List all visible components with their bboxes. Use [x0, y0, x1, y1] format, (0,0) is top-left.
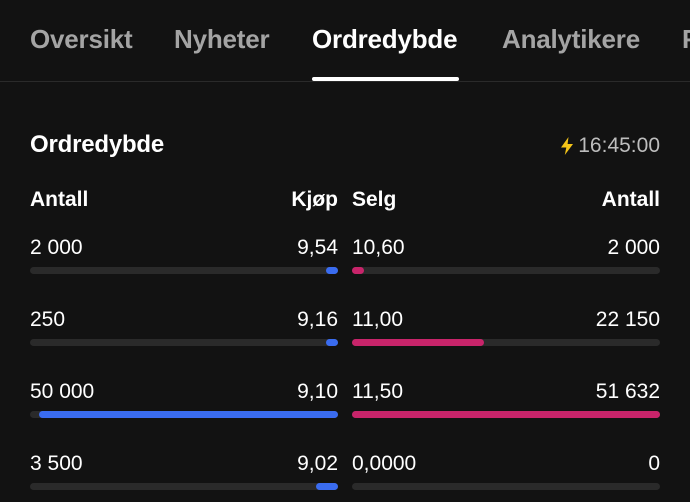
tab-bar: Oversikt Nyheter Ordredybde Analytikere … — [0, 0, 690, 82]
sell-depth-bar — [352, 267, 365, 274]
last-updated: 16:45:00 — [560, 134, 660, 158]
header-buy-quantity: Antall — [30, 188, 89, 211]
sell-depth-bar — [352, 411, 660, 418]
buy-price: 9,02 — [297, 452, 338, 475]
active-tab-indicator — [312, 77, 459, 81]
lightning-bolt-icon — [561, 137, 574, 155]
sell-depth-bar-track — [352, 267, 660, 274]
buy-price: 9,16 — [297, 308, 338, 331]
header-buy-price: Kjøp — [291, 188, 338, 211]
sell-quantity: 22 150 — [595, 308, 660, 331]
tab-ordredybde[interactable]: Ordredybde — [312, 24, 458, 54]
tab-nyheter[interactable]: Nyheter — [174, 24, 270, 54]
buy-quantity: 50 000 — [30, 380, 95, 403]
sell-quantity: 51 632 — [595, 380, 660, 403]
tab-oversikt[interactable]: Oversikt — [30, 24, 133, 54]
buy-depth-bar — [325, 267, 338, 274]
tab-analytikere[interactable]: Analytikere — [502, 24, 640, 54]
header-sell-price: Selg — [352, 188, 397, 211]
buy-quantity: 2 000 — [30, 236, 83, 259]
sell-depth-bar — [352, 339, 485, 346]
buy-depth-bar — [325, 339, 338, 346]
buy-depth-bar-track — [30, 267, 338, 274]
sell-price: 11,50 — [352, 380, 403, 403]
section-title: Ordredybde — [30, 131, 165, 158]
buy-depth-bar — [39, 411, 338, 418]
sell-price: 10,60 — [352, 236, 405, 259]
sell-depth-bar-track — [352, 411, 660, 418]
buy-price: 9,54 — [297, 236, 338, 259]
sell-price: 11,00 — [352, 308, 403, 331]
buy-depth-bar-track — [30, 339, 338, 346]
buy-price: 9,10 — [297, 380, 338, 403]
sell-quantity: 0 — [648, 452, 660, 475]
tab-partial[interactable]: F — [682, 24, 690, 54]
sell-depth-bar-track — [352, 339, 660, 346]
sell-depth-bar-track — [352, 483, 660, 490]
buy-quantity: 3 500 — [30, 452, 83, 475]
buy-depth-bar-track — [30, 483, 338, 490]
buy-depth-bar — [316, 483, 338, 490]
buy-quantity: 250 — [30, 308, 66, 331]
buy-depth-bar-track — [30, 411, 338, 418]
timestamp: 16:45:00 — [578, 134, 660, 157]
header-sell-quantity: Antall — [601, 188, 660, 211]
sell-price: 0,0000 — [352, 452, 417, 475]
sell-quantity: 2 000 — [607, 236, 660, 259]
